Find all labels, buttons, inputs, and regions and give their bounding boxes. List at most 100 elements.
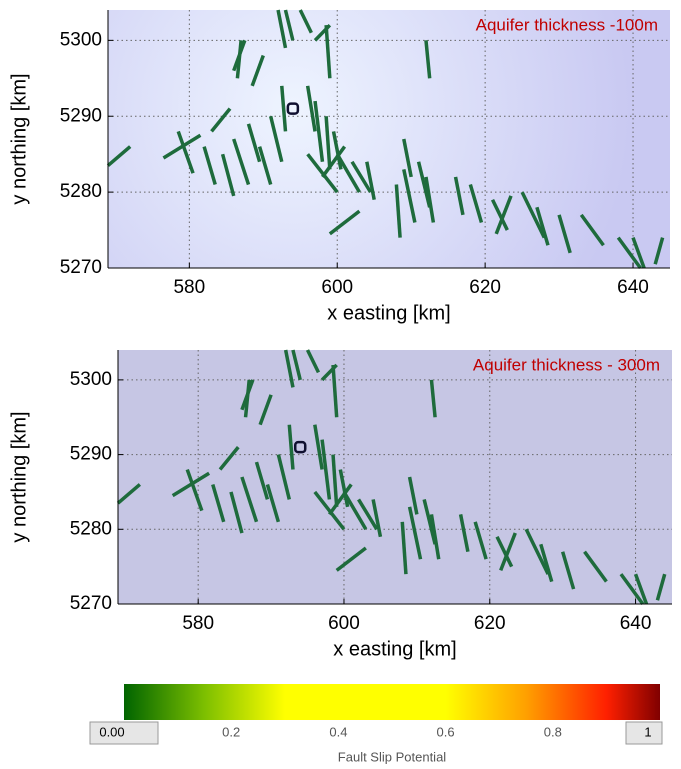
- fault: [220, 153, 236, 197]
- fault: [499, 532, 517, 572]
- fault: [265, 483, 281, 523]
- fault: [185, 468, 204, 512]
- fault: [218, 446, 240, 471]
- fault: [655, 573, 667, 601]
- x-tick-label: 600: [328, 613, 360, 634]
- tick-box: [625, 721, 663, 745]
- fault: [494, 195, 513, 235]
- y-tick-label: 5290: [60, 105, 102, 126]
- fault: [371, 499, 383, 538]
- fault: [520, 191, 546, 239]
- fault: [246, 123, 262, 163]
- fault: [338, 469, 350, 508]
- fault: [473, 521, 488, 560]
- annotation: Aquifer thickness - 300m: [473, 355, 660, 374]
- fault: [424, 176, 436, 223]
- fault: [495, 535, 514, 568]
- y-axis-label: y northing [km]: [8, 73, 30, 204]
- fault: [254, 461, 270, 500]
- colorbar: [124, 684, 660, 720]
- fault: [422, 498, 437, 545]
- fault: [468, 184, 484, 223]
- fault: [539, 543, 554, 583]
- fault: [458, 514, 470, 553]
- fault: [313, 424, 324, 470]
- fault: [280, 85, 288, 132]
- fault: [633, 573, 649, 605]
- fault: [416, 161, 432, 208]
- fault: [324, 25, 332, 79]
- fault: [535, 206, 550, 246]
- annotation: Aquifer thickness -100m: [476, 15, 658, 34]
- fault: [394, 184, 402, 238]
- fault: [331, 364, 339, 418]
- fault: [357, 498, 379, 531]
- fault: [283, 9, 295, 41]
- y-axis-label: y northing [km]: [8, 411, 30, 542]
- fault: [291, 349, 302, 381]
- fault: [250, 54, 265, 87]
- fault: [276, 9, 288, 49]
- fault: [424, 40, 432, 79]
- fault: [453, 176, 465, 216]
- fault: [313, 490, 346, 531]
- fault: [335, 546, 367, 572]
- fault: [400, 521, 408, 575]
- tick-box: [89, 721, 159, 745]
- fault: [327, 483, 353, 516]
- plot-background: [108, 10, 670, 268]
- fault: [350, 160, 373, 194]
- colorbar-tick-label: 0.4: [329, 724, 347, 739]
- fault: [313, 100, 325, 162]
- colorbar-tick-label: 1: [644, 724, 651, 739]
- fault: [619, 573, 645, 606]
- colorbar-tick-label: 0.00: [99, 724, 124, 739]
- injection-well: [293, 440, 307, 454]
- fault: [243, 379, 251, 418]
- fault: [653, 237, 665, 265]
- fault: [305, 349, 321, 374]
- fault: [229, 491, 244, 534]
- fault: [257, 146, 273, 186]
- fault: [232, 138, 251, 186]
- fault: [116, 483, 142, 505]
- x-tick-label: 640: [617, 277, 649, 298]
- fault: [283, 349, 295, 388]
- fault: [176, 130, 195, 174]
- fault: [276, 454, 292, 500]
- y-tick-label: 5270: [70, 593, 112, 614]
- fault: [402, 138, 413, 178]
- fault: [490, 198, 509, 231]
- fault: [616, 236, 642, 270]
- fault: [331, 454, 339, 508]
- fault: [429, 379, 437, 418]
- fault: [407, 476, 419, 515]
- y-tick-label: 5280: [60, 181, 102, 202]
- fault: [268, 115, 284, 163]
- fault: [321, 145, 347, 178]
- fault: [335, 153, 361, 194]
- fault: [298, 9, 313, 34]
- fault: [579, 213, 605, 247]
- fault: [202, 146, 217, 186]
- fault: [429, 514, 441, 560]
- fault: [210, 107, 232, 133]
- fault: [557, 214, 572, 254]
- fault: [524, 528, 550, 575]
- fault: [560, 551, 576, 590]
- plot-background: [118, 350, 672, 604]
- x-tick-label: 580: [173, 277, 205, 298]
- x-tick-label: 640: [620, 613, 652, 634]
- fault: [631, 237, 646, 269]
- y-tick-label: 5280: [70, 518, 112, 539]
- colorbar-tick-label: 0.6: [437, 724, 455, 739]
- fault: [306, 153, 339, 194]
- colorbar-label: Fault Slip Potential: [338, 749, 447, 764]
- fault: [402, 168, 417, 223]
- fault: [211, 483, 226, 523]
- x-tick-label: 620: [474, 613, 506, 634]
- fault: [258, 394, 273, 426]
- fault: [235, 40, 243, 79]
- fault: [365, 161, 376, 201]
